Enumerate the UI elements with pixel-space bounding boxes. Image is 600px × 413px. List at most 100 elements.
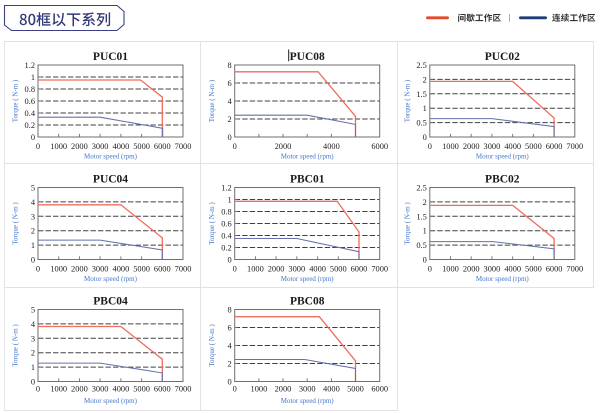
svg-text:6000: 6000 (351, 265, 368, 274)
svg-text:Motor speed (rpm): Motor speed (rpm) (84, 275, 138, 283)
svg-text:5: 5 (31, 184, 35, 193)
svg-text:0.4: 0.4 (25, 109, 36, 118)
svg-text:PUC02: PUC02 (485, 51, 520, 63)
svg-text:6: 6 (228, 324, 232, 333)
svg-text:6000: 6000 (546, 142, 563, 151)
svg-text:1000: 1000 (247, 265, 264, 274)
svg-text:4000: 4000 (309, 265, 326, 274)
svg-text:4000: 4000 (113, 142, 130, 151)
svg-text:3000: 3000 (92, 385, 109, 394)
svg-text:5000: 5000 (347, 385, 364, 394)
svg-text:2000: 2000 (71, 385, 88, 394)
svg-text:1: 1 (228, 196, 232, 205)
svg-text:5000: 5000 (133, 142, 150, 151)
svg-text:0: 0 (36, 265, 40, 274)
svg-text:0: 0 (228, 133, 232, 142)
svg-text:1: 1 (423, 227, 427, 236)
svg-text:0.2: 0.2 (221, 244, 231, 253)
svg-text:0.5: 0.5 (416, 241, 426, 250)
svg-text:2000: 2000 (71, 142, 88, 151)
svg-text:Motor speed (rpm): Motor speed (rpm) (84, 397, 138, 405)
svg-text:0: 0 (423, 133, 427, 142)
svg-text:PUC08: PUC08 (290, 51, 325, 63)
svg-text:8: 8 (228, 306, 232, 315)
svg-text:Motor speed (rpm): Motor speed (rpm) (281, 153, 335, 161)
svg-text:3000: 3000 (288, 265, 305, 274)
svg-text:0.2: 0.2 (25, 121, 35, 130)
svg-text:7000: 7000 (175, 142, 192, 151)
svg-text:1000: 1000 (442, 265, 459, 274)
svg-text:6000: 6000 (371, 385, 388, 394)
svg-text:3000: 3000 (484, 265, 501, 274)
svg-text:1000: 1000 (50, 142, 67, 151)
svg-text:1: 1 (31, 241, 35, 250)
svg-text:0: 0 (233, 265, 237, 274)
svg-text:0: 0 (233, 385, 237, 394)
svg-text:0: 0 (233, 142, 237, 151)
svg-text:3000: 3000 (92, 142, 109, 151)
svg-text:2.5: 2.5 (416, 184, 426, 193)
svg-text:2000: 2000 (463, 265, 480, 274)
svg-text:Torque ( N-m ): Torque ( N-m ) (12, 324, 20, 367)
svg-text:1.2: 1.2 (221, 184, 231, 193)
svg-text:Motor speed (rpm): Motor speed (rpm) (476, 275, 530, 283)
svg-text:Torque ( N-m ): Torque ( N-m ) (12, 202, 20, 245)
svg-text:0.6: 0.6 (25, 97, 35, 106)
svg-text:2: 2 (31, 349, 35, 358)
svg-text:2: 2 (228, 115, 232, 124)
svg-text:5000: 5000 (525, 142, 542, 151)
svg-text:0.4: 0.4 (221, 232, 232, 241)
svg-text:2.5: 2.5 (416, 61, 426, 70)
svg-text:0: 0 (428, 265, 432, 274)
svg-text:0.6: 0.6 (221, 220, 231, 229)
svg-text:3000: 3000 (299, 385, 316, 394)
svg-text:Torque ( N-m ): Torque ( N-m ) (403, 79, 411, 122)
svg-text:8: 8 (228, 61, 232, 70)
svg-text:4000: 4000 (504, 142, 521, 151)
svg-text:7000: 7000 (175, 265, 192, 274)
svg-text:3: 3 (31, 212, 35, 221)
svg-text:0: 0 (228, 256, 232, 265)
svg-text:2: 2 (31, 227, 35, 236)
svg-text:7000: 7000 (371, 265, 388, 274)
svg-text:PBC01: PBC01 (290, 174, 325, 186)
svg-text:4000: 4000 (504, 265, 521, 274)
svg-text:1000: 1000 (50, 265, 67, 274)
svg-text:3000: 3000 (92, 265, 109, 274)
svg-text:1.5: 1.5 (416, 212, 426, 221)
svg-text:0: 0 (36, 385, 40, 394)
svg-text:5: 5 (31, 306, 35, 315)
svg-text:5000: 5000 (133, 385, 150, 394)
svg-text:6000: 6000 (154, 385, 171, 394)
svg-text:0: 0 (31, 256, 35, 265)
svg-text:2000: 2000 (71, 265, 88, 274)
svg-text:PUC04: PUC04 (93, 174, 128, 186)
svg-text:Torque ( N-m ): Torque ( N-m ) (208, 79, 216, 122)
svg-text:7000: 7000 (566, 142, 583, 151)
svg-text:6000: 6000 (154, 142, 171, 151)
svg-text:4: 4 (31, 198, 36, 207)
svg-text:0: 0 (423, 256, 427, 265)
svg-text:PBC08: PBC08 (290, 296, 325, 308)
svg-text:2: 2 (423, 75, 427, 84)
svg-text:3: 3 (31, 334, 35, 343)
svg-text:Torque ( N-m ): Torque ( N-m ) (403, 202, 411, 245)
svg-text:5000: 5000 (330, 265, 347, 274)
svg-text:0.8: 0.8 (25, 85, 35, 94)
svg-text:Motor speed (rpm): Motor speed (rpm) (476, 153, 530, 161)
svg-text:Torque ( N-m ): Torque ( N-m ) (12, 79, 20, 122)
svg-text:1000: 1000 (251, 385, 268, 394)
svg-text:6000: 6000 (546, 265, 563, 274)
svg-text:2000: 2000 (463, 142, 480, 151)
svg-text:4000: 4000 (113, 265, 130, 274)
svg-text:Motor speed (rpm): Motor speed (rpm) (281, 275, 335, 283)
svg-text:Motor speed (rpm): Motor speed (rpm) (84, 153, 138, 161)
svg-text:0: 0 (31, 133, 35, 142)
svg-text:0.5: 0.5 (416, 119, 426, 128)
svg-text:4: 4 (228, 342, 233, 351)
svg-text:2000: 2000 (268, 265, 285, 274)
svg-text:7000: 7000 (175, 385, 192, 394)
svg-text:1000: 1000 (442, 142, 459, 151)
svg-text:0: 0 (228, 378, 232, 387)
svg-text:0: 0 (36, 142, 40, 151)
